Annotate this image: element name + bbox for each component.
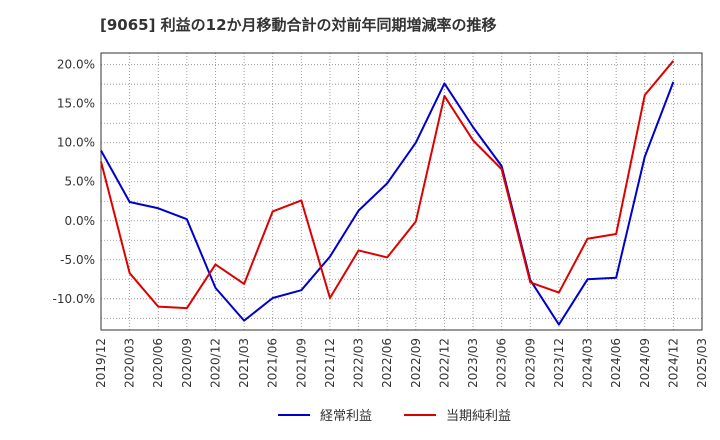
grid	[100, 53, 703, 330]
y-tick-label: 10.0%	[57, 136, 95, 150]
x-tick-label: 2024/09	[638, 338, 652, 388]
x-axis: 2019/12 2020/03 2020/06 2020/09 2020/12 2021/…	[94, 338, 709, 388]
x-tick-label: 2019/12	[94, 338, 108, 388]
series-group	[100, 60, 675, 326]
y-tick-label: 0.0%	[65, 214, 96, 228]
plot-frame	[100, 52, 703, 331]
x-tick-label: 2025/03	[695, 338, 709, 388]
x-tick-label: 2023/09	[523, 338, 537, 388]
y-tick-label: -5.0%	[60, 253, 95, 267]
x-tick-label: 2024/06	[609, 338, 623, 388]
y-tick-label: 20.0%	[57, 58, 95, 72]
x-tick-label: 2020/03	[123, 338, 137, 388]
x-tick-label: 2023/12	[552, 338, 566, 388]
x-tick-label: 2020/06	[151, 338, 165, 388]
legend-label-1: 経常利益	[320, 409, 372, 424]
x-tick-label: 2021/03	[237, 338, 251, 388]
x-tick-label: 2024/03	[581, 338, 595, 388]
x-tick-label: 2021/06	[266, 338, 280, 388]
x-tick-label: 2022/06	[380, 338, 394, 388]
x-tick-label: 2023/06	[495, 338, 509, 388]
series-line-2	[100, 60, 675, 310]
legend-label-2: 当期純利益	[446, 409, 511, 424]
y-tick-label: 5.0%	[65, 175, 96, 189]
series-line-1	[100, 81, 675, 326]
y-tick-label: -10.0%	[53, 292, 95, 306]
x-tick-label: 2023/03	[466, 338, 480, 388]
x-tick-label: 2022/03	[352, 338, 366, 388]
x-tick-label: 2020/12	[208, 338, 222, 388]
x-tick-label: 2022/12	[437, 338, 451, 388]
legend: 経常利益 当期純利益	[278, 409, 511, 424]
y-tick-label: 15.0%	[57, 97, 95, 111]
x-tick-label: 2022/09	[409, 338, 423, 388]
x-tick-label: 2020/09	[180, 338, 194, 388]
x-tick-label: 2021/12	[323, 338, 337, 388]
x-tick-label: 2021/09	[294, 338, 308, 388]
y-axis: 20.0% 15.0% 10.0% 5.0% 0.0% -5.0% -10.0%	[53, 58, 95, 306]
x-tick-label: 2024/12	[666, 338, 680, 388]
chart-title: [9065] 利益の12か月移動合計の対前年同期増減率の推移	[100, 16, 497, 34]
